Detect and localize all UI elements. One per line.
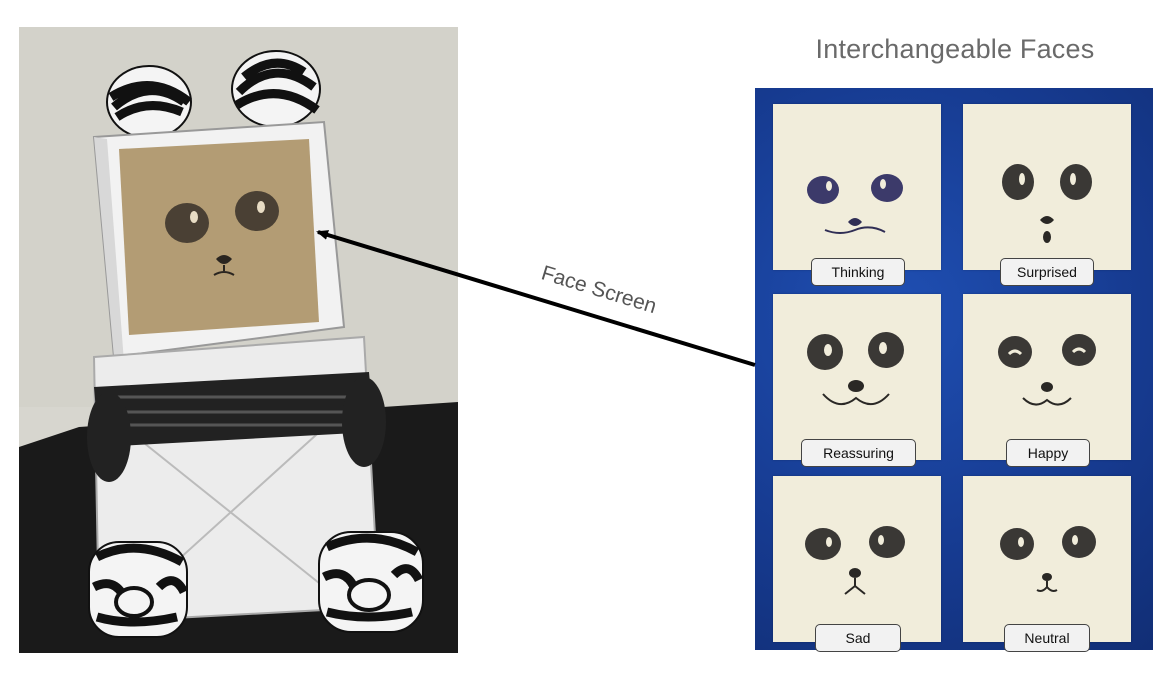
faces-title: Interchangeable Faces [815, 34, 1095, 64]
panda-robot-photo [19, 27, 458, 653]
sad-face-icon [805, 526, 905, 595]
face-note-happy [963, 294, 1131, 460]
face-note-sad [773, 476, 941, 642]
face-label-sad: Sad [815, 624, 901, 652]
face-label-thinking: Thinking [811, 258, 905, 286]
face-note-reassuring [773, 294, 941, 460]
face-label-surprised: Surprised [1000, 258, 1094, 286]
arrow-label: Face Screen [539, 261, 660, 318]
face-label-neutral: Neutral [1004, 624, 1090, 652]
reassuring-face-icon [807, 332, 904, 405]
face-note-thinking [773, 104, 941, 270]
face-note-surprised [963, 104, 1131, 270]
face-note-neutral [963, 476, 1131, 642]
face-label-happy: Happy [1006, 439, 1090, 467]
neutral-face-icon [1000, 526, 1096, 592]
face-label-reassuring: Reassuring [801, 439, 916, 467]
faces-board [755, 88, 1153, 650]
thinking-face-icon [807, 174, 903, 234]
surprised-face-icon [1002, 164, 1092, 243]
happy-face-icon [998, 334, 1096, 406]
